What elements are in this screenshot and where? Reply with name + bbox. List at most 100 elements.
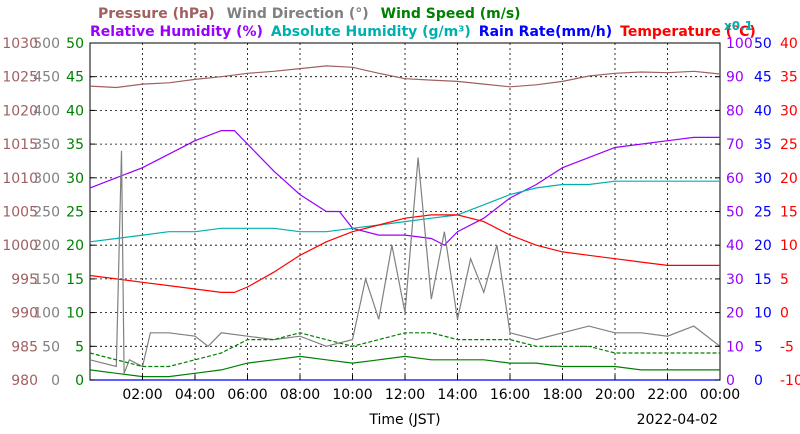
tick-label-pressure: 1005 [2,205,38,221]
tick-label-wind_speed: 50 [66,36,84,52]
tick-label-x: 14:00 [437,387,477,403]
tick-label-wind_speed: 5 [75,339,84,355]
tick-label-wind_direction: 500 [33,36,60,52]
tick-label-pressure: 990 [11,306,38,322]
tick-label-wind_direction: 0 [51,373,60,389]
series-line-relative-humidity [89,130,720,246]
legend-item: Absolute Humidity (g/m³) [271,24,471,40]
tick-label-pressure: 1010 [2,171,38,187]
tick-label-x: 02:00 [122,387,162,403]
tick-label-x: 10:00 [332,387,372,403]
tick-label-wind_direction: 400 [33,103,60,119]
series-layer [89,65,721,381]
tick-label-temperature: 0 [780,306,789,322]
legend-item: Wind Direction (°) [227,6,369,22]
tick-label-rain_rate: 20 [754,238,772,254]
tick-label-rain_rate: 50 [754,36,772,52]
tick-label-wind_direction: 200 [33,238,60,254]
tick-label-wind_speed: 0 [75,373,84,389]
tick-layer: 9809859909951000100510101015102010251030… [2,36,800,403]
tick-label-temperature: 10 [780,238,798,254]
tick-label-temperature: 30 [780,103,798,119]
legend-item: Pressure (hPa) [98,6,215,22]
tick-label-wind_direction: 50 [42,339,60,355]
x-axis-label: Time (JST) [368,412,440,428]
series-line-temperature-c [89,214,720,293]
tick-label-humidity: 90 [726,70,744,86]
series-line-wind-speed-m-s [89,355,720,378]
tick-label-x: 18:00 [542,387,582,403]
date-label: 2022-04-02 [637,412,718,428]
tick-label-wind_speed: 35 [66,137,84,153]
tick-label-humidity: 60 [726,171,744,187]
tick-label-temperature: -10 [780,373,800,389]
tick-label-wind_direction: 450 [33,70,60,86]
legend-item: Relative Humidity (%) [90,24,263,40]
tick-label-pressure: 1015 [2,137,38,153]
legend-item: Rain Rate(mm/h) [479,24,612,40]
tick-label-rain_rate: 35 [754,137,772,153]
tick-label-pressure: 1030 [2,36,38,52]
tick-label-wind_speed: 25 [66,205,84,221]
tick-label-wind_speed: 40 [66,103,84,119]
tick-label-pressure: 1020 [2,103,38,119]
tick-label-temperature: 25 [780,137,798,153]
legend-item: Wind Speed (m/s) [381,6,521,22]
legend: Pressure (hPa) Wind Direction (°) Wind Spe… [90,6,756,40]
tick-label-humidity: 80 [726,103,744,119]
tick-label-pressure: 995 [11,272,38,288]
tick-label-temperature: -5 [780,339,794,355]
tick-label-wind_direction: 250 [33,205,60,221]
tick-label-x: 06:00 [227,387,267,403]
series-line-wind-speed-max-m-s [89,332,720,368]
tick-label-temperature: 20 [780,171,798,187]
series-line-pressure-hpa [89,65,721,89]
tick-label-temperature: 40 [780,36,798,52]
tick-label-rain_rate: 5 [754,339,763,355]
series-line-absolute-humidity-g-m [89,180,720,243]
tick-label-x: 08:00 [280,387,320,403]
tick-label-x: 12:00 [385,387,425,403]
tick-label-wind_direction: 150 [33,272,60,288]
tick-label-x: 20:00 [595,387,635,403]
tick-label-wind_speed: 45 [66,70,84,86]
tick-label-humidity: 50 [726,205,744,221]
tick-label-rain_rate: 45 [754,70,772,86]
tick-label-rain_rate: 15 [754,272,772,288]
tick-label-pressure: 1000 [2,238,38,254]
legend-item: Temperature (°C) [620,24,756,40]
tick-label-temperature: 35 [780,70,798,86]
tick-label-wind_direction: 100 [33,306,60,322]
series-line-wind-direction [89,150,721,374]
tick-label-rain_rate: 25 [754,205,772,221]
tick-label-humidity: 100 [726,36,753,52]
tick-label-temperature: 5 [780,272,789,288]
tick-label-x: 00:00 [700,387,740,403]
tick-label-wind_speed: 15 [66,272,84,288]
abs-humidity-scale-note: x0.1 [724,19,753,33]
tick-label-humidity: 10 [726,339,744,355]
tick-label-wind_speed: 30 [66,171,84,187]
tick-label-rain_rate: 10 [754,306,772,322]
tick-label-pressure: 1025 [2,70,38,86]
tick-label-humidity: 30 [726,272,744,288]
tick-label-wind_direction: 300 [33,171,60,187]
tick-label-x: 22:00 [647,387,687,403]
tick-label-wind_speed: 20 [66,238,84,254]
tick-label-wind_speed: 10 [66,306,84,322]
tick-label-pressure: 985 [11,339,38,355]
tick-label-rain_rate: 40 [754,103,772,119]
tick-label-temperature: 15 [780,205,798,221]
tick-label-humidity: 70 [726,137,744,153]
grid [90,43,720,380]
tick-label-x: 16:00 [490,387,530,403]
tick-label-rain_rate: 0 [754,373,763,389]
tick-label-humidity: 40 [726,238,744,254]
tick-label-pressure: 980 [11,373,38,389]
tick-label-humidity: 20 [726,306,744,322]
tick-label-humidity: 0 [726,373,735,389]
tick-label-wind_direction: 350 [33,137,60,153]
tick-label-x: 04:00 [175,387,215,403]
tick-label-rain_rate: 30 [754,171,772,187]
